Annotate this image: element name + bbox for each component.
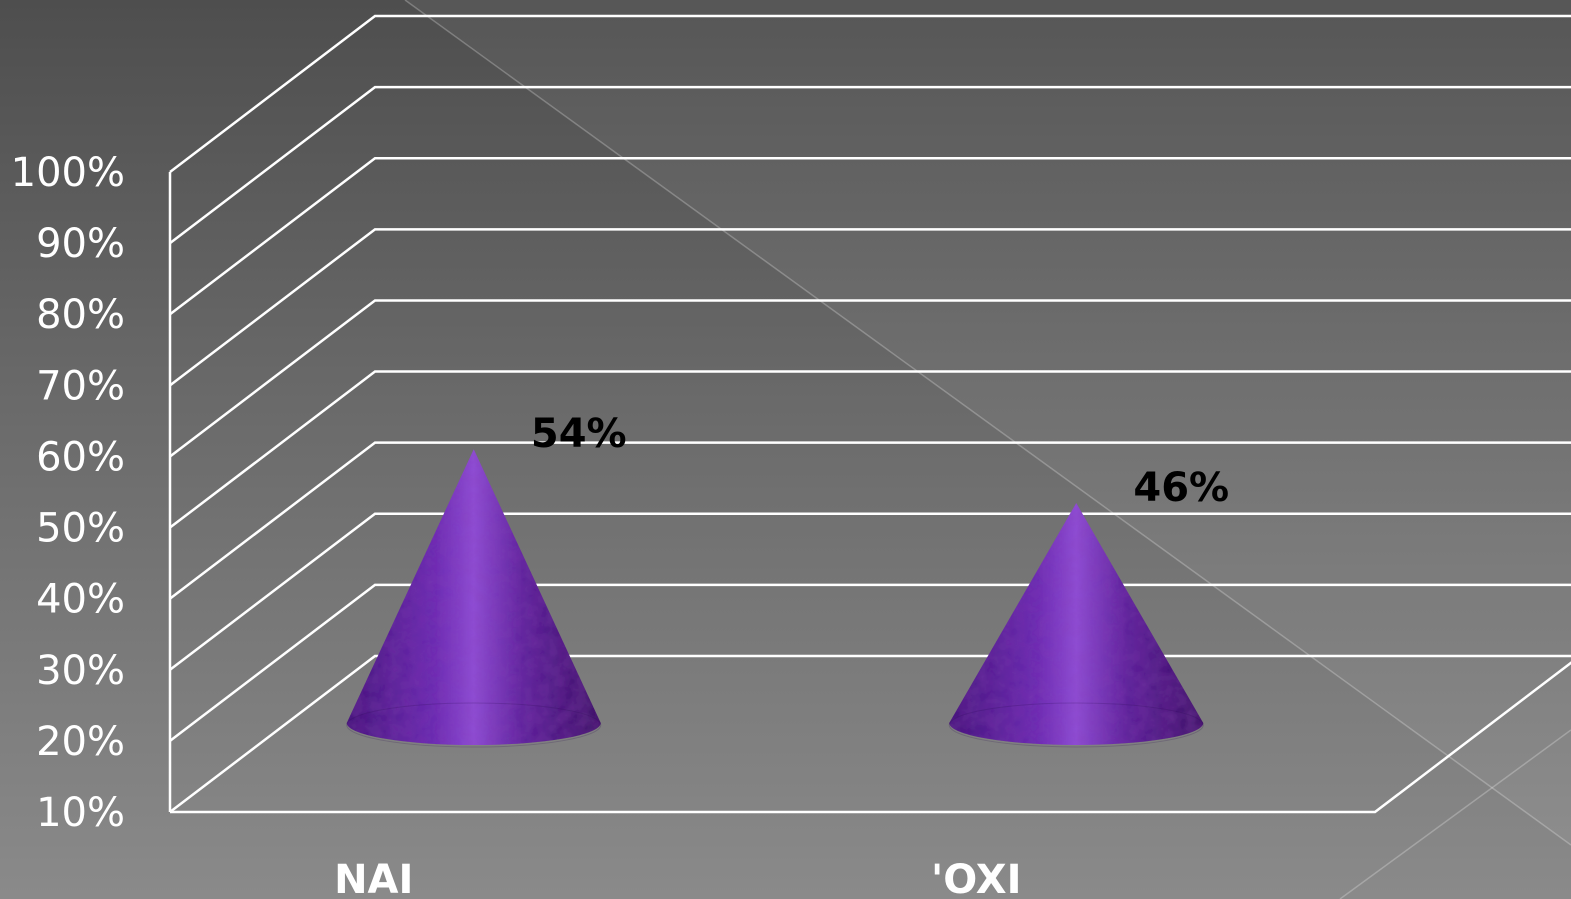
x-category-label: NAI <box>334 857 413 899</box>
cone-series <box>346 449 1204 748</box>
y-tick-label: 100% <box>11 150 125 196</box>
y-tick-label: 80% <box>36 292 125 338</box>
background-decoration <box>404 0 1571 899</box>
gridline <box>169 299 1571 458</box>
y-tick-label: 70% <box>36 363 125 409</box>
y-tick-label: 30% <box>36 648 125 694</box>
data-labels: 54% 46% <box>531 411 1229 511</box>
gridline <box>169 441 1571 600</box>
gridline <box>169 654 1571 813</box>
x-category-label: 'OXI <box>931 857 1022 899</box>
gridline <box>169 512 1571 671</box>
y-tick-label: 40% <box>36 577 125 623</box>
y-tick-label: 10% <box>36 790 125 836</box>
gridline <box>169 228 1571 387</box>
gridline <box>169 85 1571 245</box>
floor-edge <box>170 661 1571 814</box>
gridlines <box>169 14 1571 813</box>
data-label: 54% <box>531 411 627 457</box>
cone-bar <box>948 503 1204 748</box>
data-label: 46% <box>1133 465 1229 511</box>
y-tick-label: 90% <box>36 221 125 267</box>
y-tick-label: 50% <box>36 506 125 552</box>
y-tick-label: 60% <box>36 434 125 480</box>
gridline <box>169 370 1571 529</box>
gridline <box>169 14 1571 173</box>
chart-axes <box>168 172 1571 814</box>
category-labels: NAI 'OXI <box>334 857 1021 899</box>
cone-bar <box>346 449 602 748</box>
y-axis-tick-labels: 10% 20% 30% 40% 50% 60% 70% 80% 90% 100% <box>11 150 125 836</box>
gridline <box>169 583 1571 742</box>
y-tick-label: 20% <box>36 719 125 765</box>
gridline <box>169 156 1571 316</box>
